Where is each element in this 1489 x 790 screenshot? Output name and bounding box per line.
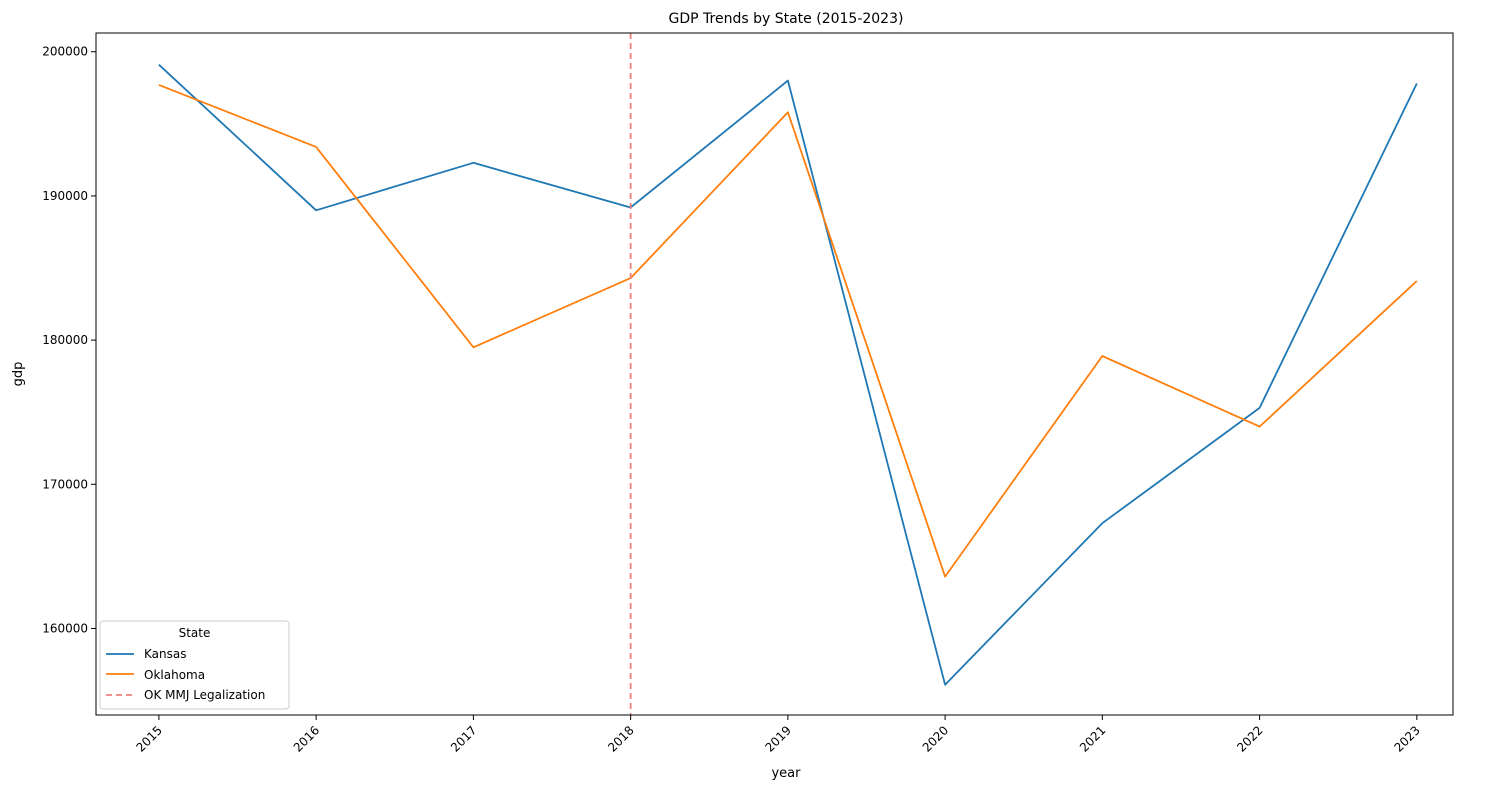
- y-tick-label: 170000: [42, 477, 88, 491]
- legend-label-kansas: Kansas: [144, 647, 186, 661]
- plot-area: [158, 33, 1418, 715]
- legend-title: State: [179, 626, 211, 640]
- legend: State Kansas Oklahoma OK MMJ Legalizatio…: [99, 620, 290, 710]
- plot-frame: [95, 32, 1454, 716]
- legend-box: [99, 620, 290, 710]
- y-tick-label: 190000: [42, 189, 88, 203]
- y-tick-label: 160000: [42, 621, 88, 635]
- y-tick-label: 200000: [42, 45, 88, 59]
- y-axis: 160000 170000 180000 190000 200000: [42, 45, 96, 635]
- x-axis-label: year: [771, 766, 801, 781]
- y-tick-label: 180000: [42, 333, 88, 347]
- chart-title: GDP Trends by State (2015-2023): [669, 11, 904, 27]
- legend-label-legalization: OK MMJ Legalization: [144, 688, 265, 702]
- y-axis-label: gdp: [11, 362, 26, 387]
- legend-label-oklahoma: Oklahoma: [144, 668, 205, 682]
